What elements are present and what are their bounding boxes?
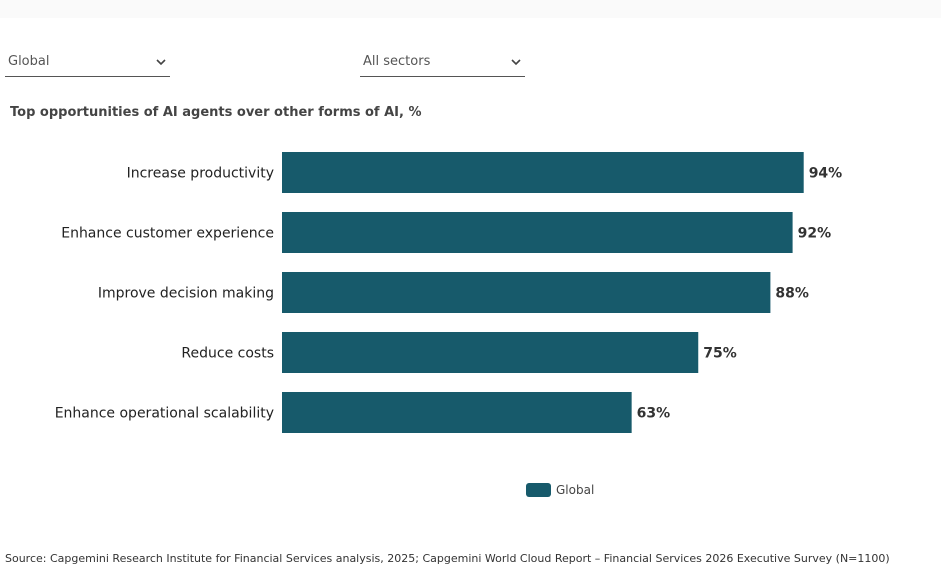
bar-reduce-costs[interactable]: [282, 332, 699, 373]
bar-chart: Increase productivity 94% Enhance customer…: [55, 152, 843, 433]
sector-dropdown[interactable]: All sectors: [360, 48, 525, 77]
bar-enhance-operational-scalability[interactable]: [282, 392, 632, 433]
sector-dropdown-value: All sectors: [363, 54, 431, 69]
top-strip: [0, 0, 941, 18]
category-label: Increase productivity: [127, 166, 274, 182]
chart-title: Top opportunities of AI agents over othe…: [10, 105, 422, 120]
value-label: 88%: [775, 286, 809, 302]
bar-increase-productivity[interactable]: [282, 152, 804, 193]
region-dropdown-value: Global: [8, 54, 50, 69]
category-label: Enhance operational scalability: [55, 406, 274, 422]
category-label: Reduce costs: [181, 346, 274, 362]
legend-label-global: Global: [556, 483, 595, 497]
region-dropdown[interactable]: Global: [5, 48, 170, 77]
source-note: Source: Capgemini Research Institute for…: [5, 552, 890, 565]
category-label: Improve decision making: [98, 286, 274, 302]
legend-swatch-global: [526, 483, 551, 497]
value-label: 75%: [703, 346, 737, 362]
value-label: 63%: [637, 406, 671, 422]
chevron-down-icon: [156, 59, 166, 66]
chevron-down-icon: [511, 59, 521, 66]
bar-improve-decision-making[interactable]: [282, 272, 771, 313]
value-label: 92%: [798, 226, 832, 242]
value-label: 94%: [809, 166, 843, 182]
category-label: Enhance customer experience: [61, 226, 274, 242]
chart-legend[interactable]: Global: [526, 482, 594, 498]
bar-enhance-customer-experience[interactable]: [282, 212, 793, 253]
